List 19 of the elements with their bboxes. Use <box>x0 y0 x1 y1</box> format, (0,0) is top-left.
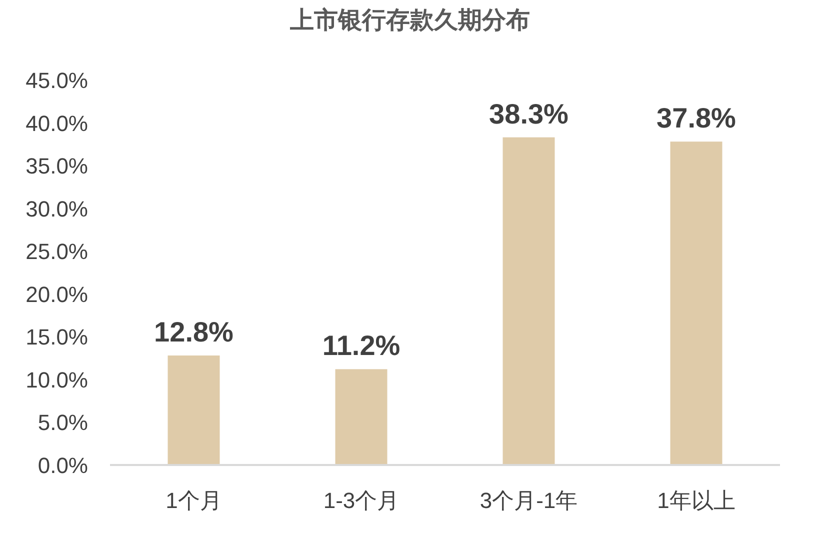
data-label: 37.8% <box>656 102 736 134</box>
y-tick-label: 10.0% <box>26 367 88 392</box>
data-label: 11.2% <box>322 330 400 362</box>
y-tick-label: 5.0% <box>38 410 88 436</box>
x-tick-label: 1年以上 <box>657 488 736 513</box>
y-tick-label: 20.0% <box>26 282 88 307</box>
y-tick-label: 0.0% <box>38 453 88 478</box>
x-tick-label: 1个月 <box>166 488 222 513</box>
x-tick-label: 1-3个月 <box>323 488 400 513</box>
data-label: 38.3% <box>489 98 569 130</box>
title: 上市银行存款久期分布 <box>290 7 530 34</box>
y-tick-label: 40.0% <box>26 110 88 136</box>
y-tick-label: 15.0% <box>26 324 88 350</box>
x-tick-label: 3个月-1年 <box>480 488 578 513</box>
y-tick-label: 30.0% <box>26 196 88 222</box>
data-label: 12.8% <box>154 316 234 348</box>
y-tick-label: 35.0% <box>26 154 88 179</box>
y-tick-label: 45.0% <box>26 68 88 93</box>
y-tick-label: 25.0% <box>26 239 88 264</box>
